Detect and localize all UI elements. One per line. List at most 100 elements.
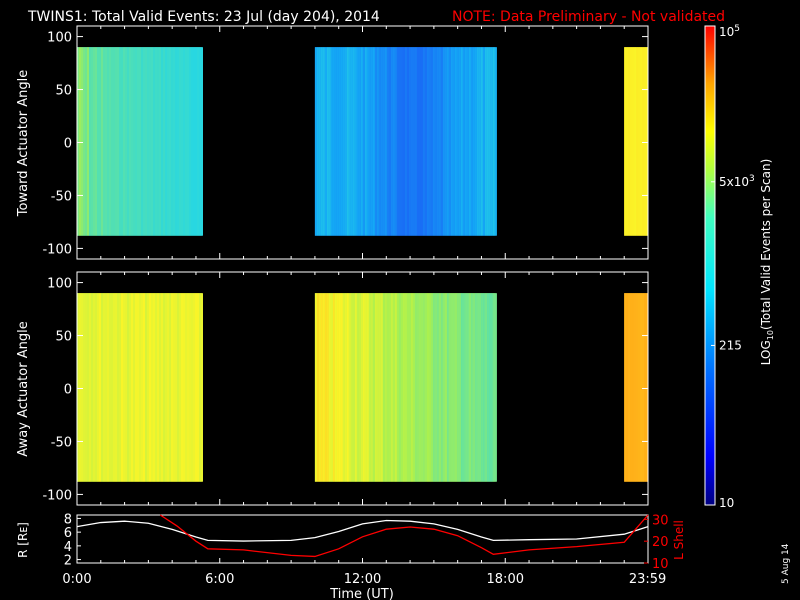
toward-column xyxy=(101,47,103,236)
toward-ytick-label: -50 xyxy=(51,189,72,204)
away-column xyxy=(314,293,317,482)
toward-column xyxy=(336,47,339,236)
toward-column xyxy=(201,47,203,236)
toward-column xyxy=(478,47,481,236)
away-column xyxy=(137,293,139,482)
toward-column xyxy=(115,47,117,236)
away-column xyxy=(456,293,459,482)
away-column xyxy=(105,293,107,482)
colorbar-label-sub: 10 xyxy=(766,330,775,340)
toward-column xyxy=(390,47,393,236)
away-column xyxy=(408,293,411,482)
toward-column xyxy=(334,47,337,236)
toward-column xyxy=(145,47,147,236)
toward-column xyxy=(476,47,479,236)
toward-column xyxy=(486,47,489,236)
away-column xyxy=(350,293,353,482)
toward-column xyxy=(109,47,111,236)
toward-column xyxy=(462,47,465,236)
toward-column xyxy=(638,47,641,236)
away-column xyxy=(358,293,361,482)
toward-column xyxy=(470,47,473,236)
toward-column xyxy=(460,47,463,236)
away-column xyxy=(490,293,493,482)
away-column xyxy=(626,293,629,482)
toward-column xyxy=(426,47,429,236)
toward-column xyxy=(133,47,135,236)
toward-column xyxy=(382,47,385,236)
away-column xyxy=(386,293,389,482)
away-column xyxy=(460,293,463,482)
away-column xyxy=(101,293,103,482)
toward-column xyxy=(416,47,419,236)
away-column xyxy=(454,293,457,482)
orbit-l-shell-label: L Shell xyxy=(672,520,686,560)
away-column xyxy=(452,293,455,482)
toward-column xyxy=(630,47,633,236)
away-column xyxy=(424,293,427,482)
away-column xyxy=(628,293,631,482)
toward-column xyxy=(466,47,469,236)
colorbar-tick-exp: 3 xyxy=(749,174,755,184)
toward-ytick-label: 100 xyxy=(47,31,72,46)
toward-block-stripes xyxy=(77,47,203,236)
orbit-r-tick-label: 4 xyxy=(64,540,72,555)
colorbar-tick-base: 5x10 xyxy=(719,175,749,189)
toward-column xyxy=(392,47,395,236)
away-column xyxy=(191,293,193,482)
toward-column xyxy=(402,47,405,236)
toward-column xyxy=(137,47,139,236)
away-column xyxy=(179,293,181,482)
orbit-l-shell-axis: 30 20 10 xyxy=(644,513,669,572)
toward-column xyxy=(175,47,177,236)
away-column xyxy=(416,293,419,482)
away-column xyxy=(107,293,109,482)
orbit-l-tick-label: 20 xyxy=(652,535,669,550)
orbit-r-tick-label: 6 xyxy=(64,526,72,541)
toward-column xyxy=(408,47,411,236)
away-column xyxy=(129,293,131,482)
toward-column xyxy=(183,47,185,236)
orbit-r-tick-label: 8 xyxy=(64,512,72,527)
away-column xyxy=(492,293,495,482)
away-column xyxy=(638,293,641,482)
toward-column xyxy=(123,47,125,236)
toward-column xyxy=(193,47,195,236)
toward-column xyxy=(127,47,129,236)
toward-y-label: Toward Actuator Angle xyxy=(16,70,31,217)
colorbar-tick-label: 10 xyxy=(719,496,734,510)
toward-column xyxy=(169,47,171,236)
away-column xyxy=(390,293,393,482)
r-distance-line xyxy=(76,519,649,542)
away-column xyxy=(414,293,417,482)
toward-heatmap xyxy=(77,47,649,236)
away-column xyxy=(406,293,409,482)
colorbar-tick-base: 10 xyxy=(719,25,734,39)
away-column xyxy=(336,293,339,482)
toward-column xyxy=(366,47,369,236)
away-column xyxy=(466,293,469,482)
toward-column xyxy=(436,47,439,236)
toward-column xyxy=(430,47,433,236)
away-column xyxy=(97,293,99,482)
toward-column xyxy=(191,47,193,236)
toward-column xyxy=(372,47,375,236)
toward-column xyxy=(632,47,635,236)
toward-column xyxy=(356,47,359,236)
away-column xyxy=(79,293,81,482)
away-column xyxy=(366,293,369,482)
away-column xyxy=(326,293,329,482)
toward-column xyxy=(318,47,321,236)
away-column xyxy=(370,293,373,482)
away-column xyxy=(131,293,133,482)
toward-column xyxy=(119,47,121,236)
toward-column xyxy=(394,47,397,236)
orbit-l-tick-label: 30 xyxy=(652,513,669,528)
toward-column xyxy=(488,47,491,236)
toward-column xyxy=(197,47,199,236)
colorbar-label-log: LOG xyxy=(759,340,773,365)
toward-column xyxy=(185,47,187,236)
toward-column xyxy=(400,47,403,236)
toward-column xyxy=(440,47,443,236)
away-column xyxy=(171,293,173,482)
